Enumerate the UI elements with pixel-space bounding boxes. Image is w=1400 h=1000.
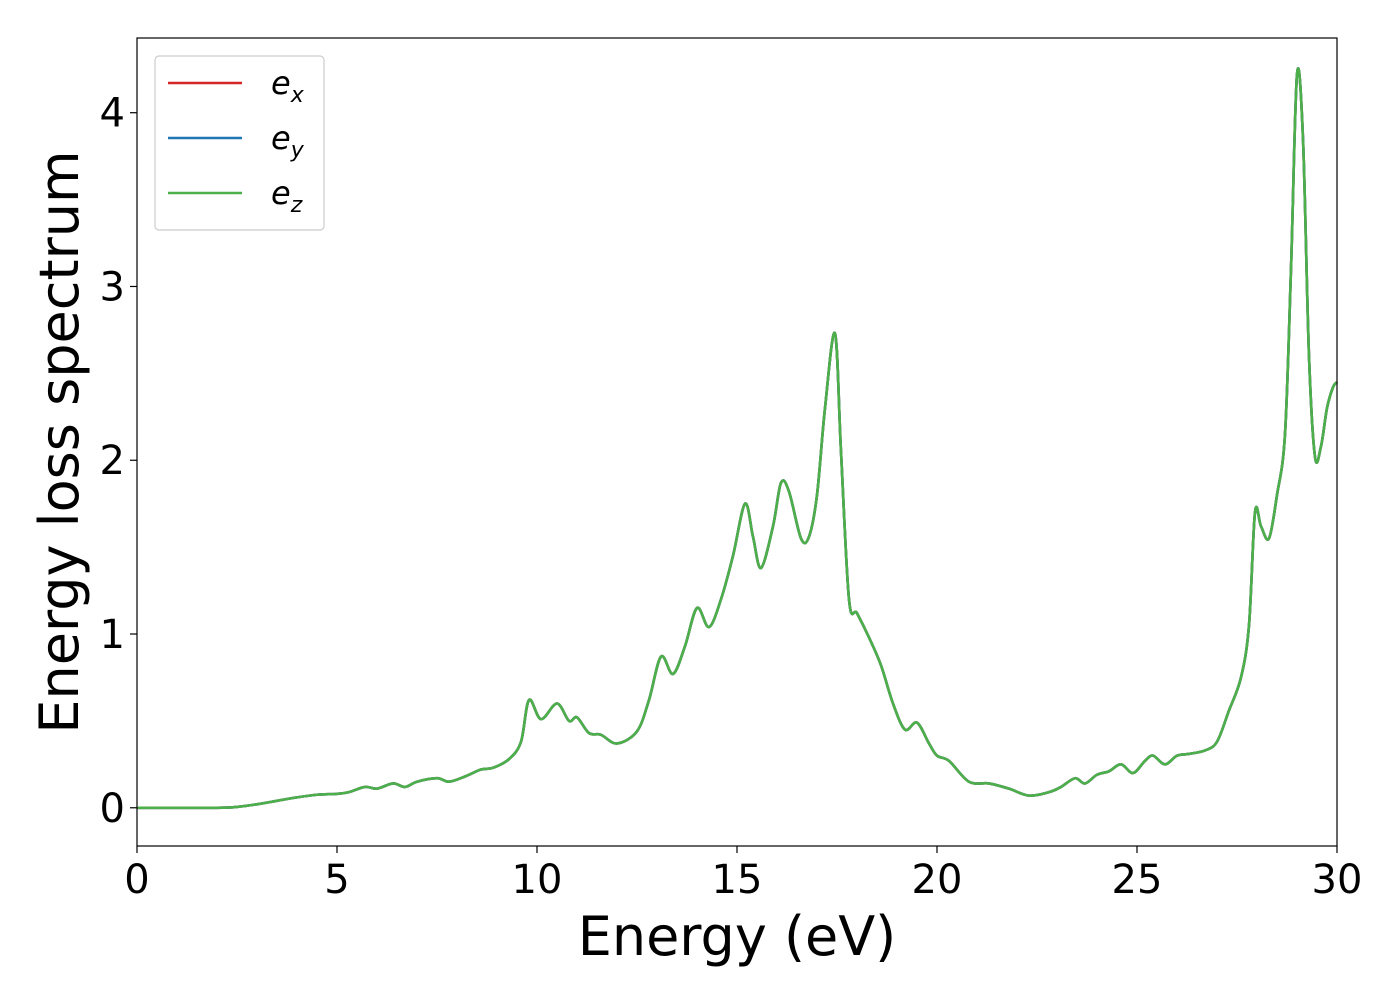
x-tick-label: 25 bbox=[1112, 857, 1163, 903]
y-axis-label: Energy loss spectrum bbox=[28, 150, 91, 733]
x-tick-label: 20 bbox=[912, 857, 963, 903]
y-tick-label: 2 bbox=[100, 438, 125, 484]
x-axis-label: Energy (eV) bbox=[578, 905, 897, 968]
y-axis-ticks: 0 1 2 3 4 bbox=[100, 91, 137, 832]
x-tick-label: 30 bbox=[1312, 857, 1363, 903]
x-axis-ticks: 0 5 10 15 20 25 30 bbox=[124, 846, 1362, 903]
y-tick-label: 0 bbox=[100, 786, 125, 832]
series-layer bbox=[137, 67, 1339, 810]
legend-label: ez bbox=[271, 174, 303, 218]
y-tick-label: 1 bbox=[100, 612, 125, 658]
x-tick-label: 0 bbox=[124, 857, 149, 903]
y-tick-label: 4 bbox=[100, 91, 125, 137]
x-tick-label: 10 bbox=[512, 857, 563, 903]
legend-box bbox=[154, 55, 325, 231]
x-tick-label: 5 bbox=[324, 857, 349, 903]
series-line-e-z bbox=[137, 67, 1339, 810]
legend-label: ey bbox=[271, 119, 305, 163]
y-tick-label: 3 bbox=[100, 264, 125, 310]
legend: ex ey ez bbox=[154, 55, 325, 231]
x-tick-label: 15 bbox=[712, 857, 763, 903]
legend-label: ex bbox=[271, 64, 305, 108]
